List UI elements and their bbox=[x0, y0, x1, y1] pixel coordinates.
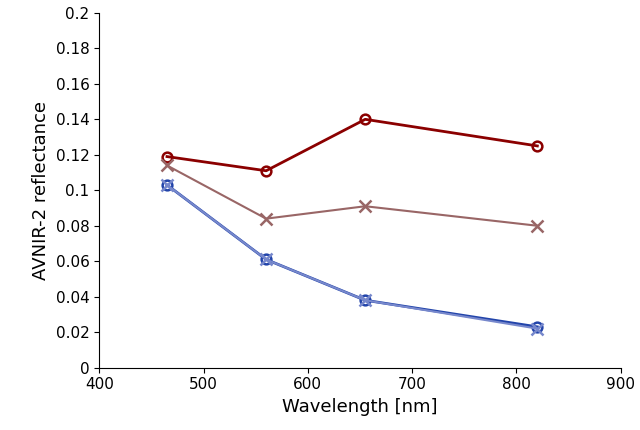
X-axis label: Wavelength [nm]: Wavelength [nm] bbox=[282, 398, 438, 416]
Y-axis label: AVNIR-2 reflectance: AVNIR-2 reflectance bbox=[32, 101, 50, 280]
